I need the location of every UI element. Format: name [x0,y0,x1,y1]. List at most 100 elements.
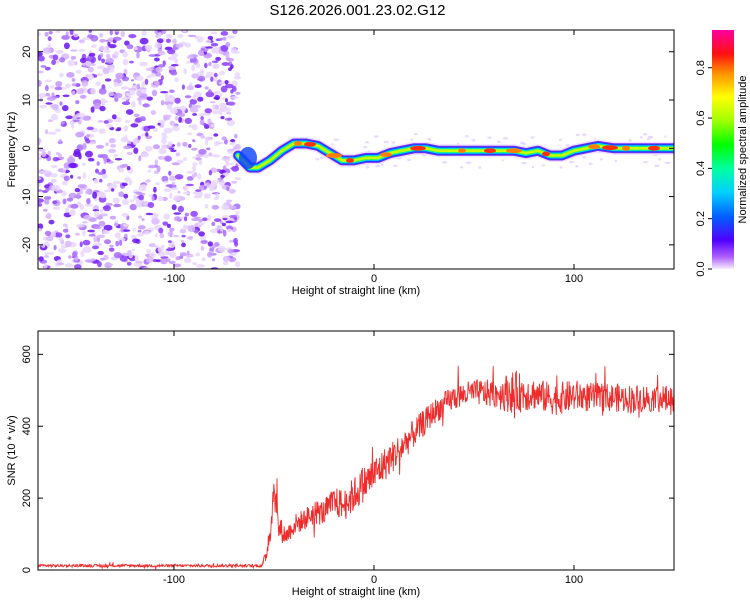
noise-speck [83,215,92,220]
noise-speck [203,154,209,158]
noise-speck [174,77,180,83]
noise-speck [90,63,96,66]
noise-speck [230,47,238,54]
noise-speck [196,36,204,43]
noise-speck [193,172,198,177]
noise-speck [225,98,228,103]
x-tick-label: -100 [163,574,185,586]
noise-speck [163,213,171,220]
colorbar-tick-label: 0.4 [695,161,707,176]
noise-speck [49,231,57,238]
noise-speck [43,196,52,200]
noise-speck [94,226,102,230]
noise-speck [75,232,80,236]
noise-speck [76,192,81,200]
noise-speck [165,92,169,100]
noise-speck [127,140,132,145]
noise-speck [169,120,175,126]
noise-speck [177,34,184,38]
noise-speck [141,218,145,221]
noise-speck [154,159,158,166]
noise-speck [131,100,136,108]
noise-speck [320,156,325,159]
noise-speck [54,128,62,132]
noise-speck [200,135,205,139]
noise-speck [67,156,76,164]
noise-speck [41,242,46,248]
noise-speck [207,214,212,221]
noise-speck [188,235,194,240]
noise-speck [165,248,175,251]
noise-speck [38,55,45,62]
noise-speck [125,92,132,96]
noise-speck [185,183,194,187]
noise-speck [175,43,184,48]
noise-speck [187,225,191,232]
noise-speck [220,45,229,52]
noise-speck [45,212,52,220]
noise-speck [96,161,100,166]
noise-speck [184,216,188,222]
noise-speck [59,156,65,160]
noise-speck [205,39,212,44]
noise-speck [62,223,68,227]
noise-speck [333,138,340,141]
noise-speck [229,239,234,243]
noise-speck [129,60,134,64]
noise-speck [71,78,76,82]
noise-speck [122,51,128,58]
noise-speck [126,166,131,171]
noise-speck [210,123,215,128]
noise-speck [202,217,208,222]
noise-speck [502,137,509,140]
noise-speck [38,256,44,262]
noise-speck [198,160,203,165]
noise-speck [68,192,78,199]
noise-speck [212,110,219,115]
noise-speck [163,127,173,134]
noise-speck [464,135,469,138]
noise-speck [38,93,47,98]
noise-speck [113,153,119,158]
noise-speck [224,139,228,145]
colorbar-tick-label: 0.6 [695,110,707,125]
noise-speck [68,210,74,216]
chart-title: S126.2026.001.23.02.G12 [269,2,446,19]
noise-speck [113,180,121,185]
noise-speck [155,259,162,263]
noise-speck [227,101,236,106]
noise-speck [51,184,61,192]
noise-speck [141,30,147,36]
noise-speck [101,173,108,179]
noise-speck [365,166,370,169]
noise-speck [108,247,115,252]
noise-speck [142,103,150,108]
noise-speck [51,59,56,66]
noise-speck [153,144,160,150]
noise-speck [213,63,219,69]
noise-speck [193,229,199,234]
noise-speck [171,125,180,132]
noise-speck [135,200,144,208]
noise-speck [130,123,139,128]
noise-speck [139,37,149,45]
noise-speck [178,113,186,117]
noise-speck [407,158,412,162]
noise-speck [169,192,173,199]
noise-speck [46,252,55,255]
noise-speck [119,255,128,262]
noise-speck [85,150,93,158]
noise-speck [163,180,168,184]
noise-speck [72,251,77,258]
noise-speck [52,54,59,61]
noise-speck [63,42,70,50]
noise-speck [183,68,187,75]
noise-speck [129,257,136,262]
noise-speck [198,231,206,237]
noise-speck [218,112,223,115]
noise-speck [57,248,67,254]
noise-speck [113,81,119,88]
noise-speck [132,238,140,244]
noise-speck [210,180,219,185]
